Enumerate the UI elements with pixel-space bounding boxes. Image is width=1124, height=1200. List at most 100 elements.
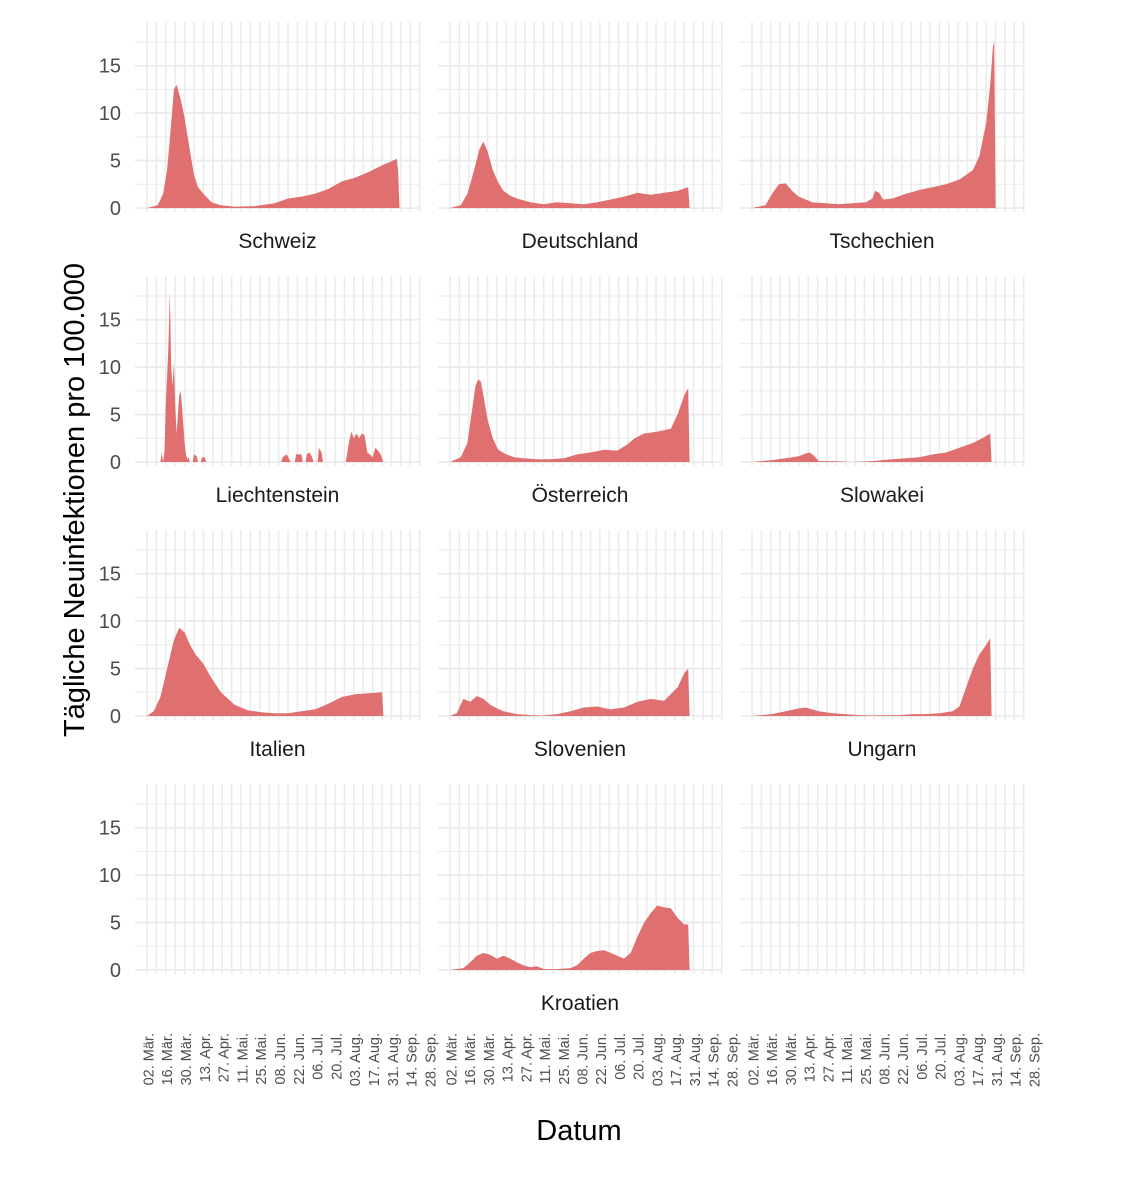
strip-label: Slovenien xyxy=(534,738,626,761)
x-tick-label: 28. Sep. xyxy=(423,1033,439,1087)
y-tick-label: 15 xyxy=(99,56,121,78)
panel-ungarn: Ungarn xyxy=(740,530,1025,761)
area-schweiz xyxy=(147,84,400,208)
panel-empty-11 xyxy=(740,784,1025,974)
x-tick-label: 31. Aug. xyxy=(990,1033,1006,1086)
x-axis-title: Datum xyxy=(536,1115,621,1147)
x-tick-label: 03. Aug. xyxy=(650,1033,666,1086)
y-tick-label: 10 xyxy=(99,103,121,125)
y-axis-title: Tägliche Neuinfektionen pro 100.000 xyxy=(59,263,91,737)
panel-deutschland: Deutschland xyxy=(438,22,723,253)
y-tick-label: 5 xyxy=(110,913,121,935)
panel-italien: Italien xyxy=(135,530,421,761)
x-tick-label: 08. Jun. xyxy=(575,1033,591,1085)
panel-tschechien: Tschechien xyxy=(740,22,1025,253)
area-österreich xyxy=(450,379,690,462)
x-tick-label: 14. Sep. xyxy=(1009,1033,1025,1087)
strip-label: Italien xyxy=(249,738,305,761)
x-tick-label: 02. Mär. xyxy=(444,1033,460,1085)
area-deutschland xyxy=(450,141,690,208)
x-tick-label: 20. Jul. xyxy=(632,1033,648,1080)
x-tick-label: 25. Mai. xyxy=(557,1033,573,1085)
x-tick-label: 28. Sep. xyxy=(725,1033,741,1087)
x-tick-label: 13. Apr. xyxy=(501,1033,517,1082)
x-tick-label: 17. Aug. xyxy=(971,1033,987,1086)
x-tick-label: 22. Jun. xyxy=(292,1033,308,1085)
x-tick-label: 03. Aug. xyxy=(952,1033,968,1086)
x-tick-label: 02. Mär. xyxy=(141,1033,157,1085)
y-tick-label: 15 xyxy=(99,564,121,586)
strip-label: Österreich xyxy=(532,484,629,507)
x-tick-label: 06. Jul. xyxy=(613,1033,629,1080)
area-ungarn xyxy=(752,638,992,716)
panel-slovenien: Slovenien xyxy=(438,530,723,761)
x-tick-label: 03. Aug. xyxy=(348,1033,364,1086)
strip-label: Tschechien xyxy=(829,230,934,253)
y-tick-label: 10 xyxy=(99,611,121,633)
strip-label: Liechtenstein xyxy=(216,484,340,507)
y-tick-label: 0 xyxy=(110,960,121,982)
x-tick-labels: 02. Mär. 16. Mär. 30. Mär. 13. Apr. 27. Apr.… xyxy=(141,1033,1043,1087)
x-tick-label: 14. Sep. xyxy=(405,1033,421,1087)
x-tick-label: 31. Aug. xyxy=(688,1033,704,1086)
x-tick-label: 16. Mär. xyxy=(765,1033,781,1085)
x-tick-label: 27. Apr. xyxy=(519,1033,535,1082)
x-tick-label: 25. Mai. xyxy=(254,1033,270,1085)
x-tick-label: 08. Jun. xyxy=(273,1033,289,1085)
panel-schweiz: Schweiz xyxy=(135,22,421,253)
y-tick-label: 10 xyxy=(99,357,121,379)
x-tick-label: 16. Mär. xyxy=(160,1033,176,1085)
area-kroatien xyxy=(450,905,690,970)
x-tick-label: 27. Apr. xyxy=(821,1033,837,1082)
y-tick-label: 15 xyxy=(99,818,121,840)
x-tick-label: 13. Apr. xyxy=(803,1033,819,1082)
x-tick-label: 06. Jul. xyxy=(311,1033,327,1080)
panel-slowakei: Slowakei xyxy=(740,276,1025,507)
x-tick-label: 22. Jun. xyxy=(896,1033,912,1085)
area-tschechien xyxy=(752,42,996,208)
x-tick-label: 06. Jul. xyxy=(915,1033,931,1080)
y-tick-label: 0 xyxy=(110,198,121,220)
area-slovenien xyxy=(450,668,690,716)
x-tick-label: 31. Aug. xyxy=(386,1033,402,1086)
x-tick-label: 17. Aug. xyxy=(367,1033,383,1086)
x-tick-label: 30. Mär. xyxy=(179,1033,195,1085)
x-tick-label: 02. Mär. xyxy=(746,1033,762,1085)
strip-label: Ungarn xyxy=(848,738,917,761)
x-tick-label: 25. Mai. xyxy=(859,1033,875,1085)
strip-label: Slowakei xyxy=(840,484,924,507)
y-tick-label: 0 xyxy=(110,706,121,728)
panel-liechtenstein: Liechtenstein xyxy=(135,276,421,507)
y-tick-label: 15 xyxy=(99,310,121,332)
x-tick-label: 30. Mär. xyxy=(482,1033,498,1085)
x-tick-label: 11. Mai. xyxy=(235,1033,251,1084)
x-tick-label: 17. Aug. xyxy=(669,1033,685,1086)
y-tick-labels: 0 5 10 15 0 5 10 15 0 5 10 15 0 5 10 15 xyxy=(99,56,121,982)
panel-österreich: Österreich xyxy=(438,276,723,507)
panel-kroatien: Kroatien xyxy=(438,784,723,1015)
x-tick-label: 13. Apr. xyxy=(198,1033,214,1082)
x-tick-label: 22. Jun. xyxy=(594,1033,610,1085)
x-tick-label: 28. Sep. xyxy=(1027,1033,1043,1087)
y-tick-label: 0 xyxy=(110,452,121,474)
panel-empty-9 xyxy=(135,784,421,974)
area-italien xyxy=(147,627,384,716)
x-tick-label: 08. Jun. xyxy=(877,1033,893,1085)
x-tick-label: 20. Jul. xyxy=(934,1033,950,1080)
x-tick-label: 16. Mär. xyxy=(463,1033,479,1085)
x-tick-label: 30. Mär. xyxy=(784,1033,800,1085)
x-tick-label: 20. Jul. xyxy=(329,1033,345,1080)
strip-label: Kroatien xyxy=(541,992,619,1015)
y-tick-label: 5 xyxy=(110,151,121,173)
strip-label: Schweiz xyxy=(238,230,316,253)
strip-label: Deutschland xyxy=(522,230,639,253)
area-slowakei xyxy=(752,433,992,462)
x-tick-label: 14. Sep. xyxy=(707,1033,723,1087)
x-tick-label: 27. Apr. xyxy=(217,1033,233,1082)
y-tick-label: 5 xyxy=(110,659,121,681)
x-tick-label: 11. Mai. xyxy=(840,1033,856,1084)
area-liechtenstein xyxy=(147,291,384,462)
y-tick-label: 10 xyxy=(99,865,121,887)
panels-layer: Schweiz Deutschland Tschechien Liechtenstei… xyxy=(135,22,1025,1015)
